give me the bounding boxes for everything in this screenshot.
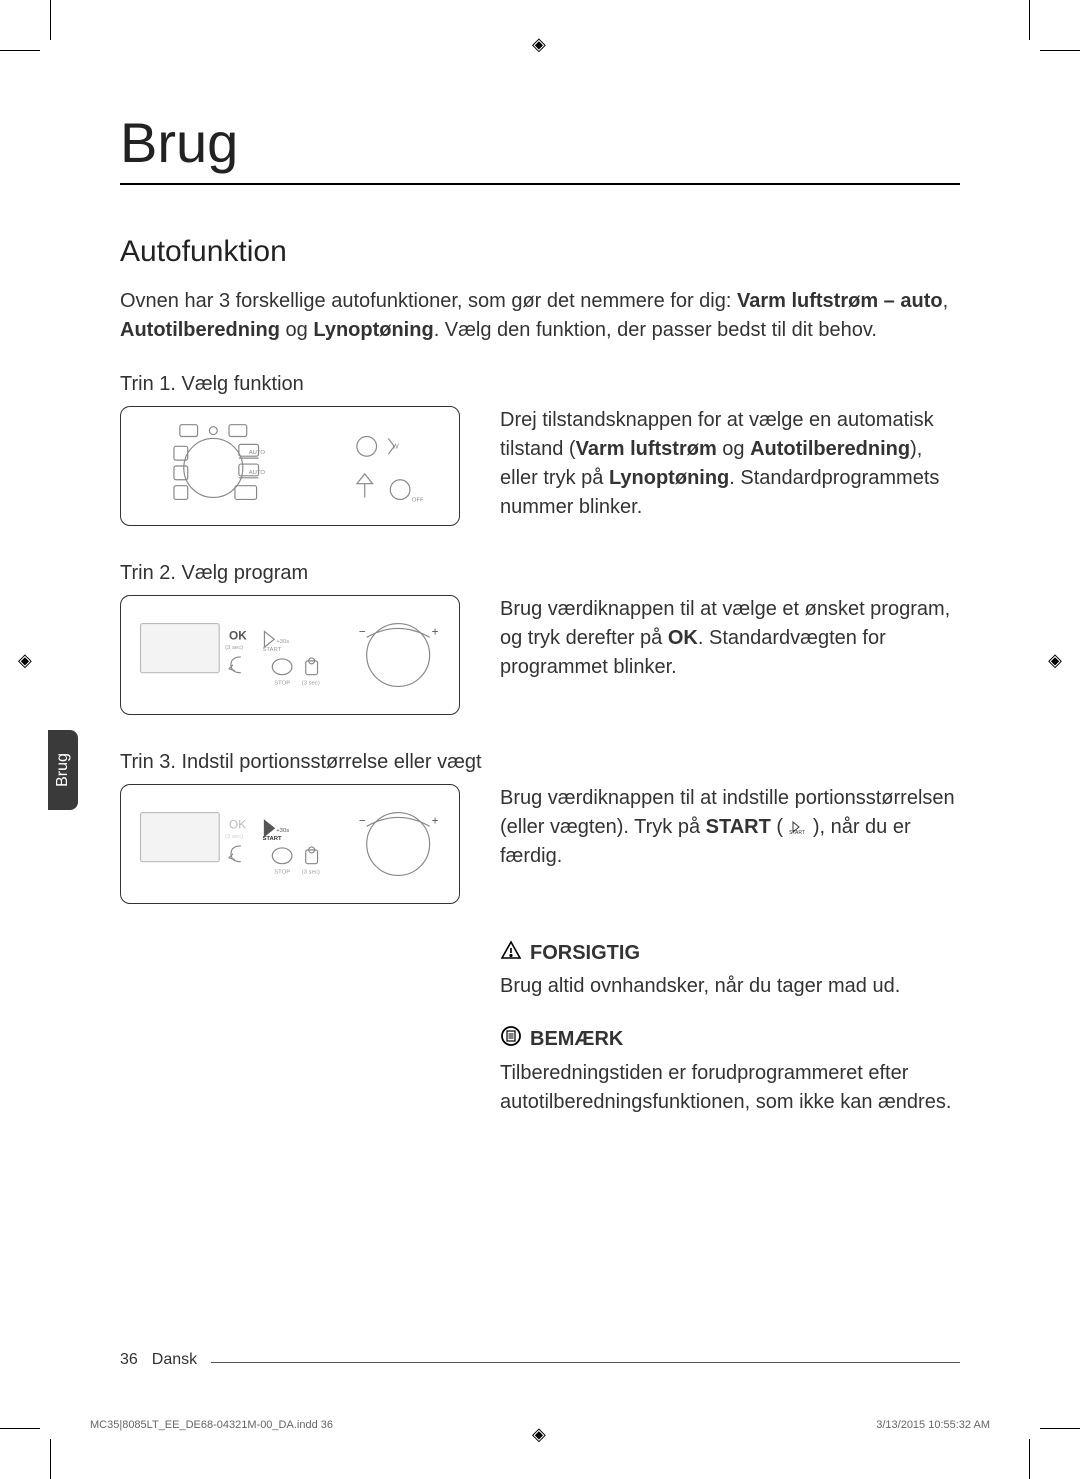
caution-text: Brug altid ovnhandsker, når du tager mad… bbox=[500, 972, 960, 1001]
step1-row: AUTO AUTO OFF W Drej tilstandsknappen fo… bbox=[120, 406, 960, 526]
svg-text:−: − bbox=[359, 813, 366, 827]
warning-icon bbox=[500, 940, 522, 966]
panel2-plus: + bbox=[432, 624, 439, 638]
footer-language: Dansk bbox=[152, 1351, 197, 1369]
svg-text:START: START bbox=[789, 830, 805, 835]
step3-panel: OK (3 sec) +30s START STOP (3 sec) − + bbox=[120, 784, 460, 904]
panel3-ok: OK bbox=[229, 817, 246, 831]
page-title: Brug bbox=[120, 110, 960, 175]
svg-text:+30s: +30s bbox=[276, 639, 289, 645]
panel1-off: OFF bbox=[412, 497, 424, 503]
svg-text:(3 sec): (3 sec) bbox=[225, 834, 243, 840]
footer-rule bbox=[211, 1362, 960, 1363]
imprint-file: MC35|8085LT_EE_DE68-04321M-00_DA.indd 36 bbox=[90, 1419, 333, 1431]
panel1-auto2: AUTO bbox=[249, 470, 266, 476]
registration-mark-bottom: ◈ bbox=[532, 1424, 546, 1445]
page-footer: 36 Dansk bbox=[120, 1351, 960, 1369]
panel1-auto1: AUTO bbox=[249, 450, 266, 456]
panel2-stop: STOP bbox=[274, 681, 290, 687]
note-icon bbox=[500, 1025, 522, 1053]
intro-paragraph: Ovnen har 3 forskellige autofunktioner, … bbox=[120, 287, 960, 345]
step2-label: Trin 2. Vælg program bbox=[120, 562, 960, 585]
step2-row: OK (3 sec) +30s START STOP (3 sec) − + B… bbox=[120, 595, 960, 715]
svg-text:(3 sec): (3 sec) bbox=[302, 870, 320, 876]
svg-text:(3 sec): (3 sec) bbox=[302, 681, 320, 687]
step3-label: Trin 3. Indstil portionsstørrelse eller … bbox=[120, 751, 960, 774]
registration-mark-right: ◈ bbox=[1048, 650, 1062, 671]
footer-page-number: 36 bbox=[120, 1351, 138, 1369]
side-tab-label: Brug bbox=[54, 753, 72, 787]
step1-desc: Drej tilstandsknappen for at vælge en au… bbox=[500, 406, 960, 526]
step2-desc: Brug værdiknappen til at vælge et ønsket… bbox=[500, 595, 960, 715]
side-tab: Brug bbox=[48, 730, 78, 810]
registration-mark-top: ◈ bbox=[532, 34, 546, 55]
svg-text:W: W bbox=[392, 443, 399, 450]
caution-block: FORSIGTIG Brug altid ovnhandsker, når du… bbox=[500, 940, 960, 1001]
caution-head: FORSIGTIG bbox=[530, 942, 640, 965]
section-title: Autofunktion bbox=[120, 235, 960, 269]
imprint-date: 3/13/2015 10:55:32 AM bbox=[876, 1419, 990, 1431]
panel3-start: START bbox=[262, 836, 282, 842]
title-rule bbox=[120, 183, 960, 185]
step3-row: OK (3 sec) +30s START STOP (3 sec) − + B… bbox=[120, 784, 960, 904]
registration-mark-left: ◈ bbox=[18, 650, 32, 671]
svg-text:+30s: +30s bbox=[276, 828, 289, 834]
svg-text:STOP: STOP bbox=[274, 870, 290, 876]
panel2-start: START bbox=[262, 647, 281, 653]
panel2-minus: − bbox=[359, 624, 366, 638]
svg-text:+: + bbox=[432, 813, 439, 827]
step1-panel: AUTO AUTO OFF W bbox=[120, 406, 460, 526]
step1-label: Trin 1. Vælg funktion bbox=[120, 373, 960, 396]
note-head: BEMÆRK bbox=[530, 1028, 623, 1051]
panel2-ok: OK bbox=[229, 628, 247, 642]
notes-column: FORSIGTIG Brug altid ovnhandsker, når du… bbox=[500, 940, 960, 1117]
panel2-oksub: (3 sec) bbox=[225, 645, 243, 651]
step2-panel: OK (3 sec) +30s START STOP (3 sec) − + bbox=[120, 595, 460, 715]
start-inline-icon: START bbox=[783, 820, 813, 836]
page-content: Brug Autofunktion Ovnen har 3 forskellig… bbox=[120, 110, 960, 1141]
note-block: BEMÆRK Tilberedningstiden er forudprogra… bbox=[500, 1025, 960, 1117]
step3-desc: Brug værdiknappen til at indstille porti… bbox=[500, 784, 960, 904]
note-text: Tilberedningstiden er forudprogrammeret … bbox=[500, 1059, 960, 1117]
